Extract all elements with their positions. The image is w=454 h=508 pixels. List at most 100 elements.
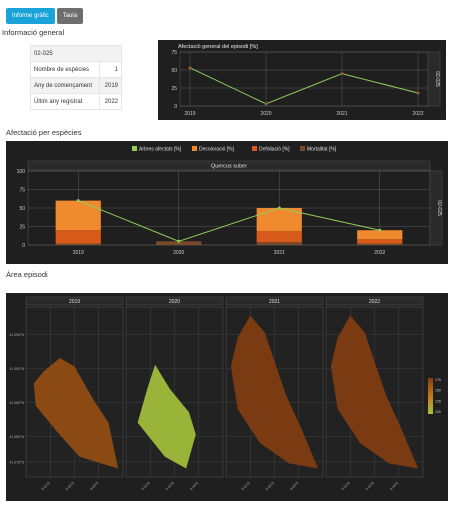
x-tick-label: 2020	[260, 111, 271, 117]
map-panel-strip	[25, 296, 124, 306]
episode-area-maps: 2019 3.02°E 3.03°E 3.04°E 2020 3.02°E 3.03°E 3.…	[9, 296, 441, 491]
facet-strip	[27, 160, 431, 171]
map-x-tick-label: 3.02°E	[241, 480, 252, 491]
data-point	[76, 199, 80, 203]
tab-informe-grafic[interactable]: Informe gràfic	[6, 8, 55, 24]
map-y-tick-label: 41.090°N	[9, 367, 24, 371]
y-tick-label: 0	[174, 104, 177, 110]
map-x-tick-label: 3.02°E	[141, 480, 152, 491]
x-tick-label: 2022	[374, 250, 385, 256]
episode-area-polygon	[137, 364, 196, 469]
color-legend-bar	[428, 378, 433, 414]
bar-segment	[55, 230, 101, 244]
bar-segment	[357, 239, 403, 244]
x-tick-label: 2021	[336, 111, 347, 117]
bar-segment	[357, 230, 403, 240]
legend-label: Mortalitat [%]	[307, 147, 337, 153]
map-panel-strip	[325, 296, 424, 306]
section-title-info-general: Informació general	[2, 28, 65, 37]
table-row: Any de començament 2019	[30, 77, 122, 94]
y-tick-label: 100	[17, 169, 26, 175]
color-legend-label: 100	[435, 410, 441, 414]
facet-strip-label: Quercus suber	[211, 164, 247, 170]
section-title-afectacio-especies: Afectació per espècies	[6, 128, 82, 137]
table-label-cell: Any de començament	[30, 77, 100, 94]
info-general-table: 02-025 Nombre de espècies 1 Any de comen…	[30, 45, 122, 110]
bar-segment	[55, 243, 101, 245]
species-affectation-chart: Arbres afectats [%] Decoloració [%] Defoli…	[17, 146, 443, 256]
legend-swatch	[132, 146, 137, 151]
y-tick-label: 50	[171, 68, 177, 74]
map-x-tick-label: 3.02°E	[41, 480, 52, 491]
episode-area-map-panel: 2019 3.02°E 3.03°E 3.04°E 2020 3.02°E 3.03°E 3.…	[6, 293, 448, 501]
plot-border	[179, 51, 429, 107]
episode-area-polygon	[330, 315, 419, 469]
data-point	[177, 239, 181, 243]
episode-area-polygon	[230, 315, 319, 469]
map-y-tick-label: 41.085°N	[9, 401, 24, 405]
y-tick-label: 25	[171, 86, 177, 92]
map-y-tick-label: 41.080°N	[9, 435, 24, 439]
table-header-cell: 02-025	[30, 45, 122, 62]
x-tick-label: 2019	[73, 250, 84, 256]
affected-trees-line	[78, 200, 380, 242]
map-y-tick-label: 41.095°N	[9, 333, 24, 337]
section-title-area-episodi: Àrea episodi	[6, 270, 48, 279]
map-x-tick-label: 3.04°E	[189, 480, 200, 491]
general-affectation-chart-panel: Afectació general del episodi [%] 0 25 50 75…	[158, 40, 446, 120]
data-point	[340, 72, 344, 76]
chart-title: Afectació general del episodi [%]	[178, 44, 258, 50]
bar-segment	[256, 230, 302, 243]
legend-label: Decoloració [%]	[199, 147, 235, 153]
x-tick-label: 2021	[274, 250, 285, 256]
table-row: 02-025	[30, 45, 122, 62]
data-point	[277, 206, 281, 210]
map-panel-label: 2019	[69, 299, 80, 305]
map-x-tick-label: 3.03°E	[165, 480, 176, 491]
bar-segment	[156, 241, 202, 245]
table-value-cell: 2019	[99, 77, 122, 94]
y-tick-label: 0	[22, 243, 25, 249]
right-strip	[427, 51, 441, 107]
map-y-tick-label: 41.075°N	[9, 460, 24, 464]
map-x-tick-label: 3.04°E	[389, 480, 400, 491]
map-x-tick-label: 3.02°E	[341, 480, 352, 491]
map-x-tick-label: 3.04°E	[289, 480, 300, 491]
data-point	[378, 228, 382, 232]
series-line	[189, 67, 419, 105]
x-tick-label: 2022	[412, 111, 423, 117]
legend-swatch	[192, 146, 197, 151]
y-tick-label: 75	[171, 50, 177, 56]
map-panel-strip	[225, 296, 324, 306]
data-point	[416, 91, 420, 95]
y-tick-label: 50	[19, 206, 25, 212]
map-panel-strip	[125, 296, 224, 306]
color-legend-label: 125	[435, 399, 441, 403]
table-value-cell: 2022	[99, 93, 122, 110]
y-tick-label: 75	[19, 188, 25, 194]
table-value-cell: 1	[99, 61, 122, 78]
x-tick-label: 2020	[173, 250, 184, 256]
map-panel-label: 2022	[369, 299, 380, 305]
tab-taula[interactable]: Taula	[56, 8, 84, 24]
bar-segment	[256, 208, 302, 231]
general-affectation-chart: Afectació general del episodi [%] 0 25 50 75…	[171, 44, 441, 117]
right-strip	[429, 170, 443, 246]
table-label-cell: Últim any registrat	[30, 93, 100, 110]
tab-bar: Informe gràfic Taula	[6, 8, 84, 24]
table-row: Nombre de espècies 1	[30, 61, 122, 78]
map-x-tick-label: 3.04°E	[89, 480, 100, 491]
legend-swatch	[300, 146, 305, 151]
map-x-tick-label: 3.03°E	[265, 480, 276, 491]
x-tick-label: 2019	[184, 111, 195, 117]
color-legend-label: 175	[435, 378, 441, 382]
data-point	[188, 66, 192, 70]
bar-segment	[357, 243, 403, 245]
right-strip-label: 02-025	[434, 71, 440, 87]
bar-segment	[256, 242, 302, 245]
table-label-cell: Nombre de espècies	[30, 61, 100, 78]
legend-label: Arbres afectats [%]	[139, 147, 182, 153]
table-row: Últim any registrat 2022	[30, 93, 122, 110]
species-affectation-chart-panel: Arbres afectats [%] Decoloració [%] Defoli…	[6, 141, 448, 264]
map-x-tick-label: 3.03°E	[65, 480, 76, 491]
